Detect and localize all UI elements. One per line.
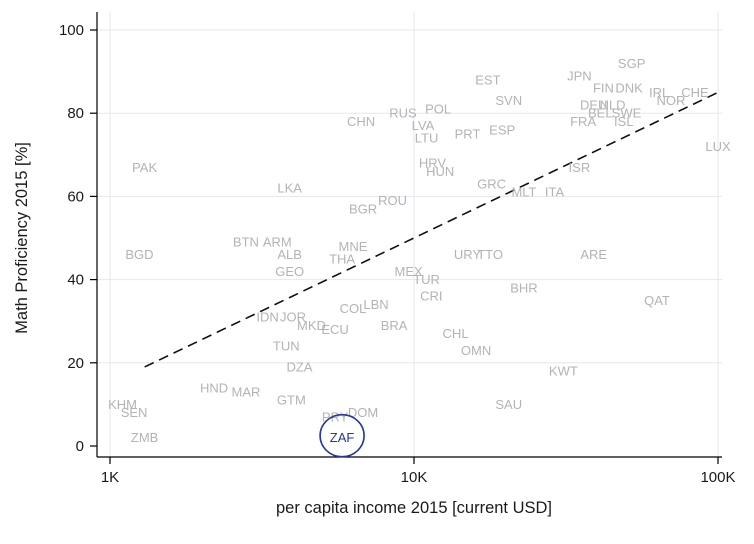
trend-line: [144, 91, 719, 368]
country-label-zaf: ZAF: [330, 430, 355, 445]
country-label-omn: OMN: [461, 343, 491, 358]
country-label-fin: FIN: [593, 81, 614, 96]
country-label-gtm: GTM: [277, 393, 306, 408]
country-label-grc: GRC: [477, 176, 506, 191]
country-label-pry: PRY: [322, 409, 349, 424]
country-label-hun: HUN: [426, 164, 454, 179]
country-label-fra: FRA: [570, 114, 596, 129]
country-label-idn: IDN: [256, 310, 278, 325]
y-tick-label: 60: [67, 188, 84, 205]
country-label-sgp: SGP: [618, 56, 645, 71]
country-label-lbn: LBN: [363, 297, 388, 312]
country-label-prt: PRT: [455, 127, 481, 142]
country-label-che: CHE: [681, 85, 709, 100]
country-label-dnk: DNK: [615, 81, 643, 96]
country-label-lux: LUX: [705, 139, 731, 154]
country-label-cri: CRI: [420, 289, 442, 304]
country-label-tto: TTO: [477, 247, 503, 262]
country-label-khm: KHM: [108, 397, 137, 412]
country-label-tha: THA: [329, 251, 355, 266]
y-tick-label: 100: [59, 22, 84, 39]
country-label-kwt: KWT: [549, 364, 578, 379]
country-label-esp: ESP: [489, 122, 515, 137]
country-label-sen: SEN: [121, 405, 148, 420]
country-label-chl: CHL: [443, 326, 469, 341]
country-label-swe: SWE: [612, 106, 642, 121]
y-tick-label: 80: [67, 105, 84, 122]
zaf-highlight-circle: [319, 413, 365, 458]
country-label-zmb: ZMB: [131, 430, 158, 445]
country-label-bra: BRA: [381, 318, 408, 333]
country-label-dom: DOM: [348, 405, 378, 420]
country-label-arm: ARM: [263, 235, 292, 250]
country-label-deu: DEU: [580, 97, 607, 112]
y-tick-label: 0: [76, 438, 84, 455]
country-label-est: EST: [475, 72, 500, 87]
country-label-bgd: BGD: [125, 247, 153, 262]
country-label-alb: ALB: [277, 247, 302, 262]
country-label-mkd: MKD: [297, 318, 326, 333]
country-label-jpn: JPN: [567, 68, 592, 83]
country-label-ltu: LTU: [415, 131, 439, 146]
y-tick-label: 40: [67, 272, 84, 289]
country-label-nld: NLD: [600, 97, 626, 112]
country-label-bel: BEL: [588, 106, 613, 121]
y-axis-title: Math Proficiency 2015 [%]: [13, 142, 31, 334]
x-tick-label: 100K: [700, 469, 735, 486]
country-label-btn: BTN: [233, 235, 259, 250]
country-label-mar: MAR: [231, 384, 260, 399]
country-label-tur: TUR: [413, 272, 440, 287]
country-label-chn: CHN: [347, 114, 375, 129]
y-tick-label: 20: [67, 355, 84, 372]
country-label-dza: DZA: [286, 359, 312, 374]
country-label-isr: ISR: [569, 160, 591, 175]
country-label-hnd: HND: [200, 380, 228, 395]
country-label-sau: SAU: [495, 397, 522, 412]
country-label-geo: GEO: [275, 264, 304, 279]
country-label-ita: ITA: [545, 185, 565, 200]
country-label-pak: PAK: [132, 160, 157, 175]
country-label-ecu: ECU: [321, 322, 348, 337]
country-label-irl: IRL: [649, 85, 669, 100]
country-label-rou: ROU: [378, 193, 407, 208]
country-label-nor: NOR: [656, 93, 685, 108]
country-label-mex: MEX: [395, 264, 424, 279]
country-label-lka: LKA: [277, 181, 302, 196]
country-label-mlt: MLT: [511, 185, 536, 200]
country-label-col: COL: [340, 301, 367, 316]
country-label-isl: ISL: [614, 114, 634, 129]
country-label-hrv: HRV: [419, 156, 447, 171]
country-label-svn: SVN: [495, 93, 522, 108]
country-label-lva: LVA: [412, 118, 435, 133]
country-label-qat: QAT: [644, 293, 670, 308]
country-label-rus: RUS: [389, 106, 417, 121]
country-label-bhr: BHR: [510, 280, 537, 295]
country-label-tun: TUN: [273, 339, 300, 354]
country-label-mne: MNE: [339, 239, 368, 254]
x-axis-title: per capita income 2015 [current USD]: [276, 499, 552, 517]
country-label-jor: JOR: [280, 310, 306, 325]
country-label-ury: URY: [454, 247, 482, 262]
country-label-bgr: BGR: [349, 201, 377, 216]
x-tick-label: 10K: [401, 469, 428, 486]
country-label-pol: POL: [425, 102, 451, 117]
x-tick-label: 1K: [101, 469, 119, 486]
country-label-are: ARE: [580, 247, 607, 262]
